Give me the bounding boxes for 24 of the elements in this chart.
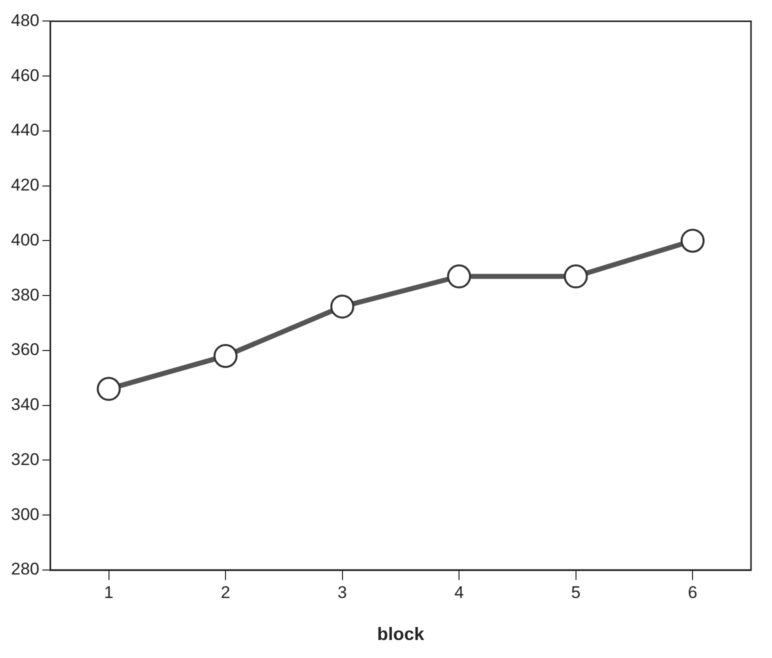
x-tick-label: 5 [571,582,581,602]
point [96,376,121,401]
x-tick-label: 4 [454,582,464,602]
point [330,294,354,319]
y-tick-label: 480 [10,10,40,30]
point [214,344,238,368]
y-tick-label: 460 [10,66,40,85]
y-tick-label: 380 [10,285,40,304]
y-tick-label: 440 [10,120,40,140]
x-tick-label: 6 [688,582,698,602]
y-tick-label: 340 [10,395,40,414]
point [680,228,705,253]
x-tick-label: 2 [220,582,230,602]
x-axis-title: block [377,624,426,644]
x-tick-label: 3 [338,582,348,602]
y-tick-label: 400 [10,230,40,250]
point [447,264,472,288]
y-tick-label: 320 [10,450,40,469]
y-tick-label: 420 [10,176,40,195]
x-tick-label: 1 [104,582,114,602]
point [564,264,588,288]
y-tick-label: 280 [10,560,40,579]
y-tick-label: 300 [10,504,40,524]
y-tick-label: 360 [10,340,40,360]
